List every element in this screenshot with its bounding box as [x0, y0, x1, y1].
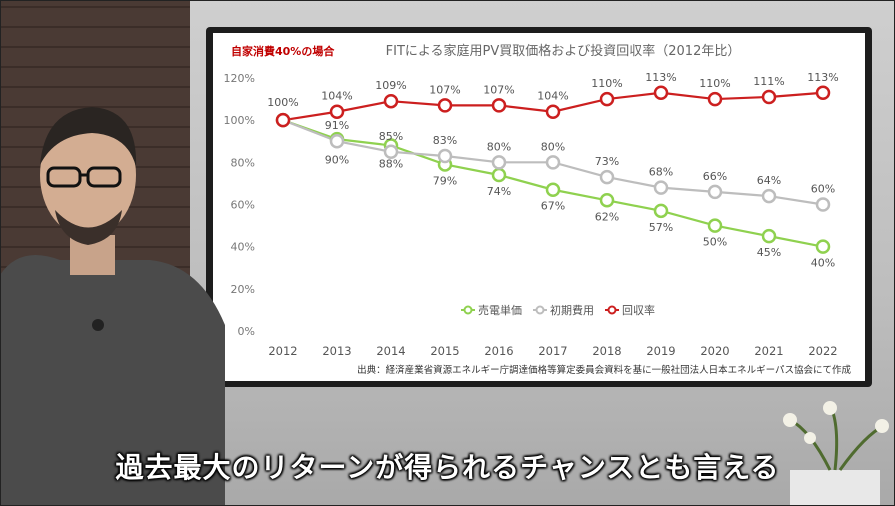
legend-label: 回収率 — [622, 303, 655, 317]
data-point — [653, 203, 669, 219]
data-label: 80% — [541, 140, 565, 153]
x-tick-label: 2012 — [268, 344, 297, 358]
data-point — [761, 188, 777, 204]
data-label: 100% — [267, 96, 298, 109]
x-tick-label: 2016 — [484, 344, 513, 358]
data-point — [437, 98, 453, 113]
y-tick-label: 60% — [231, 199, 255, 212]
data-point — [383, 144, 399, 160]
data-label: 91% — [325, 119, 349, 132]
series-lines: 91% 88% 79% 74% 67% 62% 57% 50% 45% 40% 90% 85% 83% 8… — [267, 71, 838, 270]
x-tick-label: 2017 — [538, 344, 567, 358]
data-label: 83% — [433, 134, 457, 147]
x-tick-label: 2013 — [322, 344, 351, 358]
legend-marker — [535, 305, 545, 315]
x-tick-label: 2018 — [592, 344, 621, 358]
y-tick-label: 20% — [231, 283, 255, 296]
data-label: 62% — [595, 210, 619, 223]
y-tick-label: 80% — [231, 156, 255, 169]
data-point — [599, 193, 615, 208]
data-label: 107% — [429, 83, 460, 96]
y-tick-label: 40% — [231, 241, 255, 254]
data-label: 66% — [703, 170, 727, 183]
data-label: 85% — [379, 130, 403, 143]
data-point — [599, 169, 615, 185]
data-point — [491, 155, 507, 170]
data-point — [761, 89, 777, 105]
data-label: 111% — [753, 75, 784, 88]
x-tick-label: 2019 — [646, 344, 675, 358]
y-tick-label: 0% — [238, 325, 255, 338]
data-label: 110% — [591, 77, 622, 90]
data-point — [599, 91, 615, 107]
data-label: 67% — [541, 200, 565, 213]
data-point — [545, 182, 561, 197]
data-label: 60% — [811, 183, 835, 196]
data-label: 79% — [433, 174, 457, 187]
data-point — [491, 98, 507, 113]
data-label: 64% — [757, 174, 781, 187]
data-point — [707, 91, 723, 107]
data-label: 90% — [325, 153, 349, 166]
data-point — [653, 85, 669, 101]
data-point — [707, 184, 723, 200]
data-point — [707, 218, 723, 233]
data-label: 57% — [649, 221, 673, 234]
chart-corner-label: 自家消費40%の場合 — [231, 44, 335, 58]
x-tick-label: 2014 — [376, 344, 405, 358]
tv-screen: 自家消費40%の場合 FITによる家庭用PV買取価格および投資回収率（2012年… — [213, 33, 865, 381]
presenter — [0, 107, 225, 506]
x-axis: 2012 2013 2014 2015 2016 2017 2018 2019 2020 2021… — [268, 344, 837, 358]
y-axis: 0% 20% 40% 60% 80% 100% 120% — [224, 72, 255, 338]
data-point — [491, 167, 507, 183]
legend-marker — [463, 305, 473, 315]
data-label: 110% — [699, 77, 730, 90]
data-point — [329, 134, 345, 149]
data-point — [815, 85, 831, 101]
y-tick-label: 100% — [224, 114, 255, 127]
chart-title: FITによる家庭用PV買取価格および投資回収率（2012年比） — [386, 43, 741, 59]
data-label: 107% — [483, 83, 514, 96]
data-label: 45% — [757, 246, 781, 259]
data-label: 88% — [379, 157, 403, 170]
legend-label: 売電単価 — [478, 303, 522, 317]
legend-marker — [607, 305, 617, 315]
data-label: 50% — [703, 236, 727, 249]
data-point — [815, 239, 831, 254]
data-point — [545, 155, 561, 170]
data-point — [275, 112, 291, 128]
y-tick-label: 120% — [224, 72, 255, 85]
data-point — [545, 104, 561, 119]
chart-source: 出典：経済産業省資源エネルギー庁調達価格等算定委員会資料を基に一般社団法人日本エ… — [357, 364, 851, 376]
data-label: 104% — [321, 90, 352, 103]
video-subtitle: 過去最大のリターンが得られるチャンスとも言える — [115, 451, 780, 484]
x-tick-label: 2021 — [754, 344, 783, 358]
chart: 自家消費40%の場合 FITによる家庭用PV買取価格および投資回収率（2012年… — [224, 43, 852, 376]
plant-decoration — [783, 401, 889, 506]
data-label: 40% — [811, 257, 835, 270]
data-label: 73% — [595, 155, 619, 168]
x-tick-label: 2022 — [808, 344, 837, 358]
data-point — [815, 197, 831, 212]
data-point — [437, 148, 453, 164]
data-label: 68% — [649, 166, 673, 179]
data-label: 113% — [807, 71, 838, 84]
data-label: 104% — [537, 90, 568, 103]
data-label: 109% — [375, 79, 406, 92]
x-tick-label: 2020 — [700, 344, 729, 358]
data-point — [761, 228, 777, 244]
legend: 売電単価 初期費用 回収率 — [461, 303, 655, 317]
legend-label: 初期費用 — [550, 303, 594, 317]
data-label: 80% — [487, 140, 511, 153]
data-point — [383, 93, 399, 109]
x-tick-label: 2015 — [430, 344, 459, 358]
data-label: 113% — [645, 71, 676, 84]
data-label: 74% — [487, 185, 511, 198]
data-point — [653, 180, 669, 195]
data-point — [329, 104, 345, 119]
